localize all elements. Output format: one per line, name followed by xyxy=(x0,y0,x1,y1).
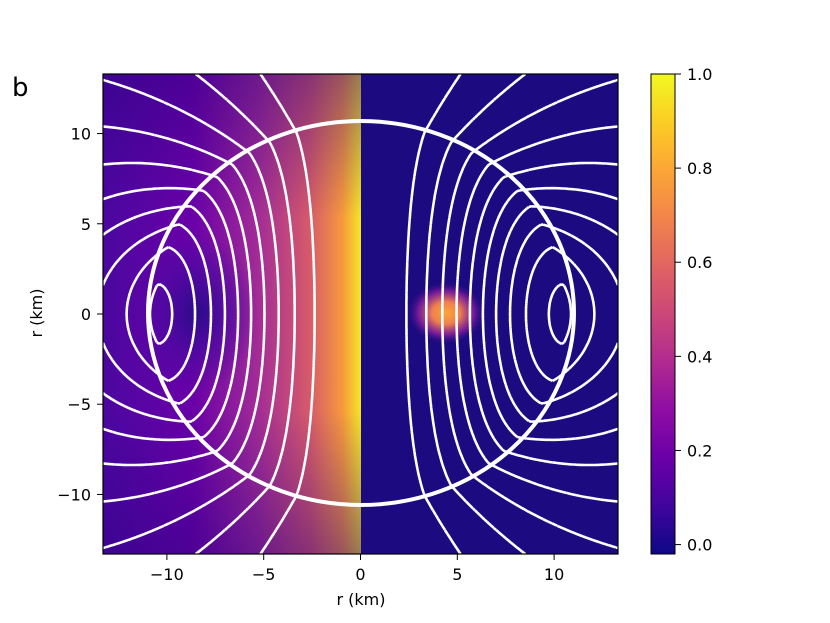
field-line xyxy=(103,78,618,550)
panel-label: b xyxy=(12,73,29,103)
right-hotspot xyxy=(406,281,486,345)
x-tick-label: 5 xyxy=(452,565,462,584)
field-line xyxy=(259,74,462,554)
colorbar-tick-label: 0.6 xyxy=(687,253,712,272)
y-tick-label: 5 xyxy=(81,215,91,234)
colorbar xyxy=(650,73,676,555)
heatmap xyxy=(103,74,618,554)
x-axis-label: r (km) xyxy=(337,590,386,609)
field-line xyxy=(103,205,618,423)
colorbar-tick-label: 1.0 xyxy=(687,65,712,84)
colorbar-tick-label: 0.8 xyxy=(687,159,712,178)
left-minimum-region xyxy=(137,233,257,393)
x-tick-label: 0 xyxy=(355,565,365,584)
star-boundary xyxy=(146,119,576,507)
colorbar-tick-label: 0.2 xyxy=(687,441,712,460)
field-line xyxy=(148,282,573,346)
field-line xyxy=(103,161,618,467)
x-axis: −10 −5 0 5 10 xyxy=(150,554,564,584)
y-tick-label: 10 xyxy=(71,125,91,144)
y-tick-label: 0 xyxy=(81,305,91,324)
y-tick-label: −10 xyxy=(57,485,91,504)
y-axis: −10 −5 0 5 10 xyxy=(57,125,103,504)
x-tick-label: −10 xyxy=(150,565,184,584)
colorbar-tick-label: 0.0 xyxy=(687,536,712,555)
colorbar-ticks: 0.0 0.2 0.4 0.6 0.8 1.0 xyxy=(675,65,712,555)
colorbar-tick-label: 0.4 xyxy=(687,347,712,366)
x-tick-label: 10 xyxy=(544,565,564,584)
x-tick-label: −5 xyxy=(252,565,276,584)
right-half-background xyxy=(361,74,618,554)
y-axis-label: r (km) xyxy=(27,289,46,338)
y-tick-label: −5 xyxy=(67,395,91,414)
